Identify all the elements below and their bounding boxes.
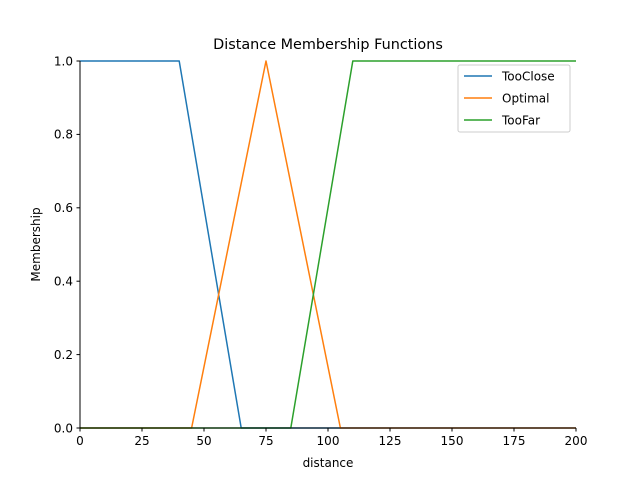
x-axis-label: distance [303,456,354,470]
x-tick-label: 125 [379,434,402,448]
x-tick-layer: 0 25 50 75 100 125 150 175 200 [76,428,587,448]
x-tick-label: 150 [441,434,464,448]
y-tick-label: 0.0 [54,421,73,435]
legend: TooClose Optimal TooFar [457,64,571,133]
y-tick-label: 0.4 [54,275,73,289]
x-tick-label: 100 [317,434,340,448]
y-tick-layer: 0.0 0.2 0.4 0.6 0.8 1.0 [54,54,80,435]
x-tick-label: 25 [134,434,149,448]
x-tick-label: 200 [565,434,588,448]
y-tick-label: 0.2 [54,348,73,362]
legend-label-tooclose: TooClose [501,69,555,83]
legend-frame [457,64,571,133]
y-tick-label: 1.0 [54,54,73,68]
y-axis-label: Membership [29,207,43,281]
chart-title: Distance Membership Functions [213,37,443,53]
legend-label-optimal: Optimal [502,91,549,105]
y-tick-label: 0.8 [54,128,73,142]
y-tick-label: 0.6 [54,201,73,215]
x-tick-label: 175 [503,434,526,448]
x-tick-label: 75 [258,434,273,448]
legend-label-toofar: TooFar [501,113,540,127]
x-tick-label: 50 [196,434,211,448]
x-tick-label: 0 [76,434,84,448]
